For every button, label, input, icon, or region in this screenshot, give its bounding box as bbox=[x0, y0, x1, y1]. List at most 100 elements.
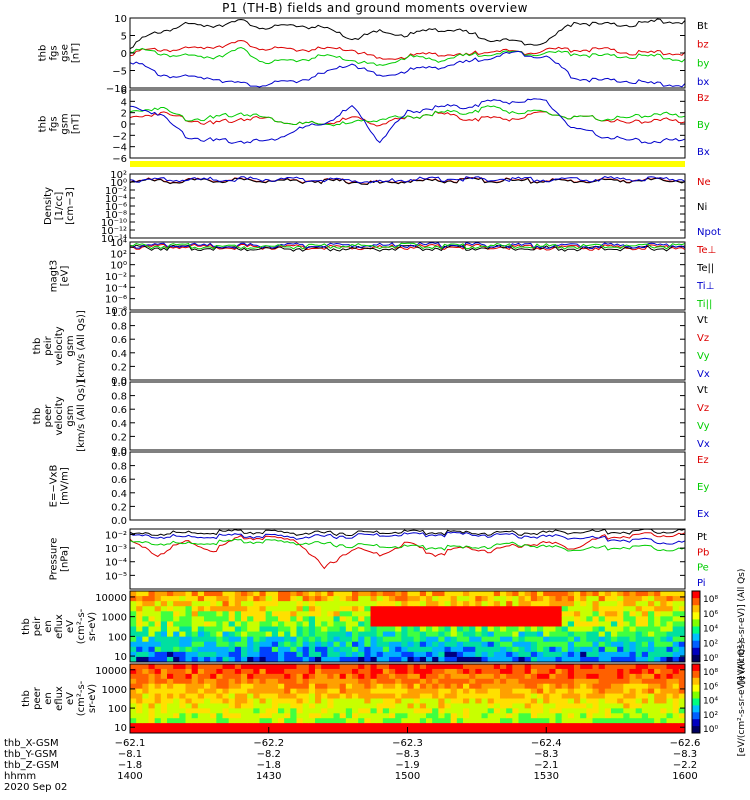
spectrogram-cell bbox=[333, 728, 341, 734]
spectrogram-cell bbox=[241, 664, 248, 670]
spectrogram-cell bbox=[469, 713, 476, 719]
spectrogram-cell bbox=[333, 631, 341, 638]
spectrogram-cell bbox=[666, 621, 674, 627]
spectrogram-cell bbox=[247, 621, 254, 627]
spectrogram-cell bbox=[475, 636, 482, 643]
spectrogram-cell bbox=[604, 656, 612, 663]
spectrogram-cell bbox=[154, 708, 162, 714]
spectrogram-cell bbox=[259, 621, 267, 627]
spectrogram-cell bbox=[284, 698, 291, 704]
spectrogram-cell bbox=[389, 664, 396, 670]
spectrogram-cell bbox=[586, 626, 593, 632]
spectrogram-cell bbox=[512, 656, 519, 663]
spectrogram-cell bbox=[463, 713, 470, 719]
spectrogram-cell bbox=[524, 673, 532, 680]
spectrogram-cell bbox=[678, 668, 686, 675]
spectrogram-cell bbox=[271, 668, 279, 675]
spectrogram-cell bbox=[598, 621, 606, 627]
spectrogram-cell bbox=[148, 651, 156, 658]
spectrogram-cell bbox=[339, 713, 347, 719]
spectrogram-cell bbox=[611, 723, 618, 729]
spectrogram-cell bbox=[148, 723, 156, 729]
spectrogram-cell bbox=[407, 723, 415, 729]
spectrogram-cell bbox=[543, 673, 550, 680]
spectrogram-cell bbox=[654, 678, 661, 685]
colorbar-tick-label: 10⁶ bbox=[703, 610, 718, 620]
spectrogram-cell bbox=[524, 693, 532, 699]
spectrogram-cell bbox=[302, 678, 310, 685]
spectrogram-cell bbox=[463, 664, 470, 670]
spectrogram-cell bbox=[173, 641, 180, 648]
spectrogram-cell bbox=[481, 703, 489, 709]
spectrogram-cell bbox=[296, 703, 304, 709]
colorbar-segment bbox=[692, 626, 700, 635]
spectrogram-cell bbox=[419, 616, 427, 622]
spectrogram-cell bbox=[555, 621, 563, 627]
spectrogram-cell bbox=[648, 636, 655, 643]
spectrogram-cell bbox=[284, 621, 291, 627]
spectrogram-cell bbox=[284, 596, 291, 602]
spectrogram-cell bbox=[364, 693, 371, 699]
spectrogram-cell bbox=[204, 703, 211, 709]
spectrogram-cell bbox=[654, 698, 661, 704]
spectrogram-cell bbox=[524, 723, 532, 729]
spectrogram-cell bbox=[389, 601, 396, 607]
spectrogram-cell bbox=[179, 728, 186, 734]
spectrogram-cell bbox=[432, 683, 439, 690]
spectrogram-cell bbox=[167, 591, 174, 597]
colorbar-tick-label: 10² bbox=[703, 639, 718, 649]
spectrogram-cell bbox=[598, 641, 606, 648]
spectrogram-cell bbox=[364, 688, 371, 694]
spectrogram-cell bbox=[617, 656, 624, 663]
legend-entry: Bx bbox=[697, 147, 710, 158]
x-axis-tick-label: −2.1 bbox=[534, 760, 558, 771]
spectrogram-cell bbox=[518, 664, 526, 670]
spectrogram-cell bbox=[228, 591, 236, 597]
spectrogram-cell bbox=[241, 646, 248, 653]
spectrogram-cell bbox=[253, 723, 260, 729]
spectrogram-cell bbox=[315, 673, 322, 680]
spectrogram-cell bbox=[210, 606, 217, 612]
spectrogram-cell bbox=[327, 713, 334, 719]
spectrogram-cell bbox=[265, 668, 273, 675]
spectrogram-cell bbox=[604, 611, 612, 617]
spectrogram-cell bbox=[130, 683, 137, 690]
y-tick-label: 10⁻⁴ bbox=[105, 194, 127, 205]
spectrogram-cell bbox=[518, 641, 526, 648]
date-label: 2020 Sep 02 bbox=[4, 782, 67, 793]
spectrogram-cell bbox=[450, 718, 458, 724]
spectrogram-cell bbox=[444, 723, 452, 729]
spectrogram-cell bbox=[185, 616, 193, 622]
spectrogram-cell bbox=[561, 688, 569, 694]
spectrogram-cell bbox=[389, 616, 396, 622]
spectrogram-cell bbox=[438, 591, 445, 597]
spectrogram-cell bbox=[401, 646, 408, 653]
spectrogram-cell bbox=[210, 596, 217, 602]
spectrogram-cell bbox=[339, 683, 347, 690]
spectrogram-cell bbox=[284, 656, 291, 663]
spectrogram-cell bbox=[339, 651, 347, 658]
spectrogram-cell bbox=[438, 698, 445, 704]
spectrogram-cell bbox=[179, 606, 186, 612]
colorbar-tick-label: 10⁰ bbox=[703, 654, 718, 664]
spectrogram-cell bbox=[419, 601, 427, 607]
spectrogram-cell bbox=[401, 673, 408, 680]
spectrogram-cell bbox=[148, 664, 156, 670]
spectrogram-cell bbox=[284, 723, 291, 729]
spectrogram-cell bbox=[333, 651, 341, 658]
spectrogram-cell bbox=[179, 678, 186, 685]
spectrogram-cell bbox=[506, 698, 513, 704]
x-axis-tick-label: −62.2 bbox=[253, 738, 284, 749]
spectrogram-cell bbox=[629, 641, 637, 648]
colorbar-segment bbox=[692, 647, 700, 656]
spectrogram-cell bbox=[339, 668, 347, 675]
spectrogram-cell bbox=[407, 708, 415, 714]
spectrogram-cell bbox=[586, 591, 593, 597]
spectrogram-cell bbox=[635, 698, 643, 704]
spectrogram-cell bbox=[580, 596, 587, 602]
spectrogram-cell bbox=[426, 636, 433, 643]
spectrogram-cell bbox=[401, 626, 408, 632]
spectrogram-cell bbox=[444, 693, 452, 699]
spectrogram-cell bbox=[185, 596, 193, 602]
spectrogram-cell bbox=[278, 693, 285, 699]
